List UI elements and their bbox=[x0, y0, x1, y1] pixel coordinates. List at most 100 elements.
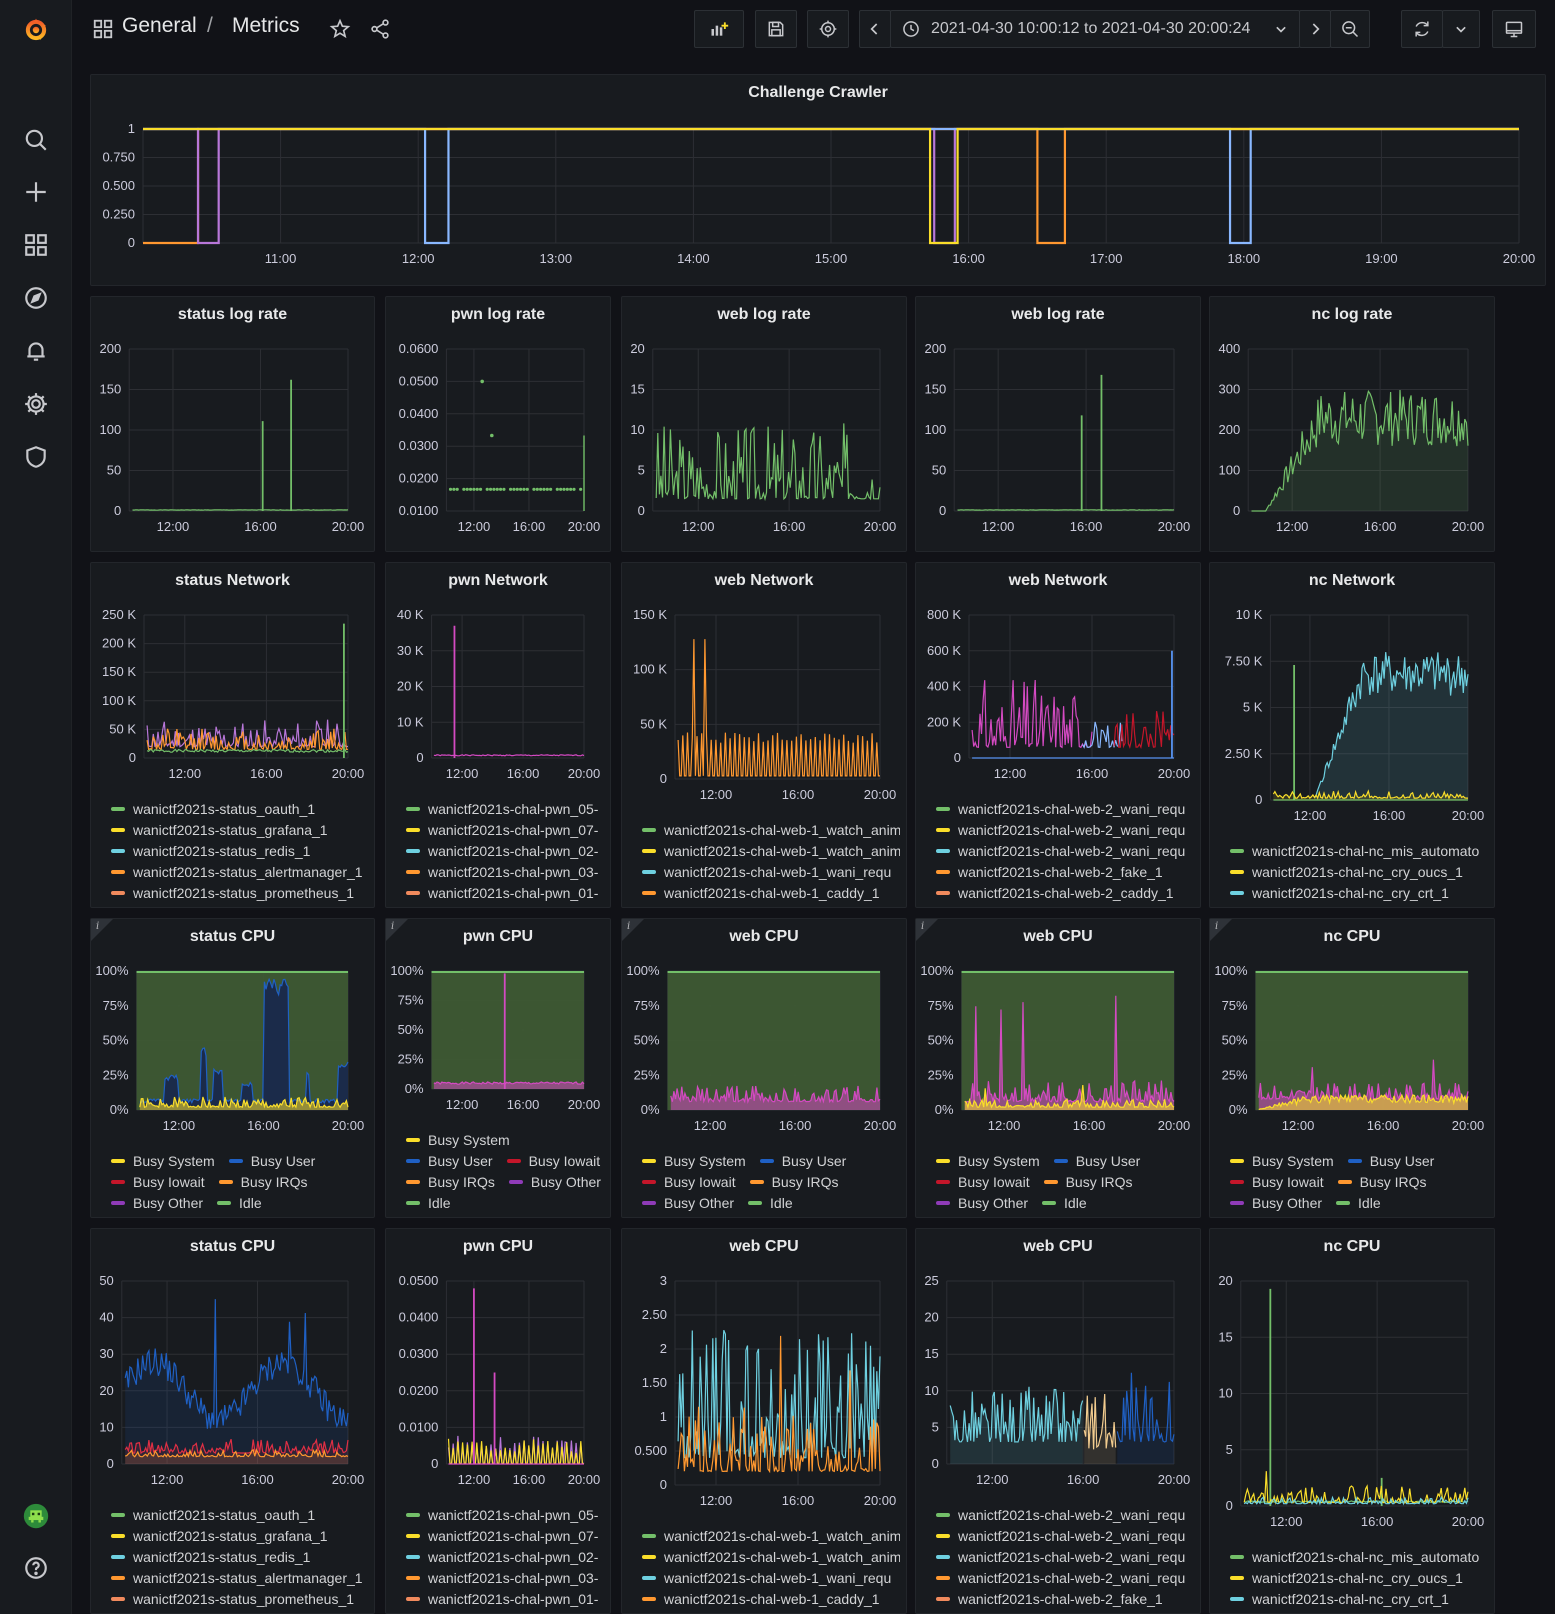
panel-nc-cpu-pct[interactable]: i nc CPU 0% 25% 50% 75% 100% 12:00 16:00 20:00 Bus… bbox=[1209, 918, 1495, 1218]
panel-title[interactable]: status CPU bbox=[189, 928, 276, 945]
refresh-button[interactable] bbox=[1401, 10, 1443, 48]
panel-title[interactable]: web CPU bbox=[729, 928, 799, 945]
legend-item[interactable]: wanictf2021s-chal-pwn_03- bbox=[406, 1567, 604, 1588]
panel-web-network-2[interactable]: web Network 0 200 K 400 K 600 K 800 K 12:00 16:… bbox=[915, 562, 1201, 908]
panel-challenge-crawler[interactable]: Challenge Crawler 0 0.250 0.500 0.750 1 11:00 1… bbox=[90, 74, 1546, 286]
panel-title[interactable]: status log rate bbox=[177, 306, 288, 323]
panel-status-log-rate[interactable]: status log rate 0 50 100 150 200 12:00 16:00 20:… bbox=[90, 296, 375, 552]
legend-item[interactable]: wanictf2021s-chal-pwn_02- bbox=[406, 1546, 604, 1567]
legend-item[interactable]: Busy System bbox=[642, 1153, 746, 1169]
chart-canvas[interactable]: 0 50 100 150 200 12:00 16:00 20:00 bbox=[916, 297, 1202, 553]
legend-item[interactable]: wanictf2021s-status_grafana_1 bbox=[111, 819, 368, 840]
panel-pwn-cpu-abs[interactable]: pwn CPU 0 0.0100 0.0200 0.0300 0.0400 0.0500 12… bbox=[385, 1228, 611, 1614]
panel-web-log-rate-1[interactable]: web log rate 0 5 10 15 20 12:00 16:00 20:00 bbox=[621, 296, 907, 552]
panel-title[interactable]: web Network bbox=[714, 572, 814, 589]
legend-item[interactable]: wanictf2021s-chal-pwn_05- bbox=[406, 1504, 604, 1525]
legend-item[interactable]: wanictf2021s-chal-nc_cry_crt_1 bbox=[1230, 882, 1488, 903]
legend-item[interactable]: wanictf2021s-status_prometheus_1 bbox=[111, 882, 368, 903]
chart-canvas[interactable]: 0 10 20 30 40 50 12:00 16:00 20:00 bbox=[91, 1229, 376, 1506]
legend-item[interactable]: Busy System bbox=[936, 1153, 1040, 1169]
legend-item[interactable]: Busy User bbox=[228, 1153, 315, 1169]
legend-item[interactable]: Idle bbox=[748, 1195, 793, 1211]
chart-canvas[interactable]: 0 5 10 15 20 12:00 16:00 20:00 bbox=[622, 297, 908, 553]
panel-title[interactable]: web CPU bbox=[1023, 928, 1093, 945]
legend-item[interactable]: Busy Other bbox=[642, 1195, 734, 1211]
panel-web-log-rate-2[interactable]: web log rate 0 50 100 150 200 12:00 16:00 20:00 bbox=[915, 296, 1201, 552]
panel-pwn-log-rate[interactable]: pwn log rate 0.0100 0.0200 0.0300 0.0400 0.05… bbox=[385, 296, 611, 552]
legend-item[interactable]: wanictf2021s-chal-pwn_07- bbox=[406, 1525, 604, 1546]
chart-canvas[interactable]: 0% 25% 50% 75% 100% 12:00 16:00 20:00 bbox=[1210, 919, 1496, 1152]
tv-mode-button[interactable] bbox=[1492, 10, 1536, 48]
share-icon[interactable] bbox=[369, 18, 391, 45]
panel-pwn-cpu-pct[interactable]: i pwn CPU 0% 25% 50% 75% 100% 12:00 16:00 20:00 Bu… bbox=[385, 918, 611, 1218]
plus-icon[interactable] bbox=[18, 174, 54, 210]
legend-item[interactable]: wanictf2021s-chal-web-2_wani_requ bbox=[936, 1546, 1194, 1567]
legend-item[interactable]: Busy Other bbox=[111, 1195, 203, 1211]
add-panel-button[interactable] bbox=[694, 10, 744, 48]
panel-title[interactable]: pwn log rate bbox=[450, 306, 546, 323]
legend-item[interactable]: Busy IRQs bbox=[406, 1174, 495, 1190]
chart-canvas[interactable]: 0% 25% 50% 75% 100% 12:00 16:00 20:00 bbox=[386, 919, 612, 1131]
chart-canvas[interactable]: 0 0.0100 0.0200 0.0300 0.0400 0.0500 12:00 16:0… bbox=[386, 1229, 612, 1506]
chart-canvas[interactable]: 0.0100 0.0200 0.0300 0.0400 0.0500 0.0600 12:0… bbox=[386, 297, 612, 553]
chart-canvas[interactable]: 0 2.50 K 5 K 7.50 K 10 K 12:00 16:00 20:00 bbox=[1210, 563, 1496, 842]
panel-title[interactable]: web log rate bbox=[717, 306, 811, 323]
chart-canvas[interactable]: 0 0.500 1 1.50 2 2.50 3 12:00 16:00 20:00 bbox=[622, 1229, 908, 1527]
legend-item[interactable]: wanictf2021s-chal-web-2_wani_requ bbox=[936, 1567, 1194, 1588]
panel-web-cpu-abs-1[interactable]: web CPU 0 0.500 1 1.50 2 2.50 3 12:00 16:00 20:00 w… bbox=[621, 1228, 907, 1614]
panel-title[interactable]: nc CPU bbox=[1323, 1238, 1381, 1255]
chart-canvas[interactable]: 0 200 K 400 K 600 K 800 K 12:00 16:00 20:00 bbox=[916, 563, 1202, 800]
legend-item[interactable]: wanictf2021s-chal-web-1_caddy_1 bbox=[642, 882, 900, 903]
legend-item[interactable]: Busy System bbox=[111, 1153, 215, 1169]
panel-title[interactable]: web CPU bbox=[729, 1238, 799, 1255]
breadcrumb-dashboard[interactable]: Metrics bbox=[232, 14, 300, 37]
chart-canvas[interactable]: 0 5 10 15 20 25 12:00 16:00 20:00 bbox=[916, 1229, 1202, 1506]
panel-nc-log-rate[interactable]: nc log rate 0 100 200 300 400 12:00 16:00 20:00 bbox=[1209, 296, 1495, 552]
panel-title[interactable]: nc CPU bbox=[1323, 928, 1381, 945]
legend-item[interactable]: wanictf2021s-chal-pwn_03- bbox=[406, 861, 604, 882]
legend-item[interactable]: wanictf2021s-status_oauth_1 bbox=[111, 798, 368, 819]
legend-item[interactable]: Busy User bbox=[1053, 1153, 1140, 1169]
legend-item[interactable]: Idle bbox=[217, 1195, 262, 1211]
legend-item[interactable]: wanictf2021s-status_redis_1 bbox=[111, 1546, 368, 1567]
legend-item[interactable]: wanictf2021s-chal-nc_cry_oucs_1 bbox=[1230, 1567, 1488, 1588]
legend-item[interactable]: Busy Iowait bbox=[506, 1153, 600, 1169]
legend-item[interactable]: wanictf2021s-chal-web-2_wani_requ bbox=[936, 819, 1194, 840]
legend-item[interactable]: wanictf2021s-chal-web-2_wani_requ bbox=[936, 840, 1194, 861]
help-icon[interactable] bbox=[18, 1550, 54, 1586]
panel-title[interactable]: nc Network bbox=[1308, 572, 1396, 589]
legend-item[interactable]: Busy System bbox=[406, 1132, 510, 1148]
zoom-out-button[interactable] bbox=[1330, 10, 1370, 48]
time-shift-back-button[interactable] bbox=[859, 10, 891, 48]
panel-info-corner[interactable] bbox=[1210, 919, 1232, 941]
legend-item[interactable]: Busy Iowait bbox=[936, 1174, 1030, 1190]
chart-canvas[interactable]: 0 100 200 300 400 12:00 16:00 20:00 bbox=[1210, 297, 1496, 553]
chart-canvas[interactable]: 0% 25% 50% 75% 100% 12:00 16:00 20:00 bbox=[91, 919, 376, 1152]
chart-canvas[interactable]: 0 50 K 100 K 150 K 12:00 16:00 20:00 bbox=[622, 563, 908, 821]
legend-item[interactable]: wanictf2021s-chal-pwn_01- bbox=[406, 882, 604, 903]
legend-item[interactable]: wanictf2021s-status_prometheus_1 bbox=[111, 1588, 368, 1609]
chart-canvas[interactable]: 0 0.250 0.500 0.750 1 11:00 12:00 13:00 14:00 15:… bbox=[91, 75, 1547, 287]
legend-item[interactable]: wanictf2021s-chal-pwn_05- bbox=[406, 798, 604, 819]
chart-canvas[interactable]: 0% 25% 50% 75% 100% 12:00 16:00 20:00 bbox=[622, 919, 908, 1152]
legend-item[interactable]: wanictf2021s-chal-web-1_watch_anim bbox=[642, 840, 900, 861]
dashboards-icon[interactable] bbox=[18, 227, 54, 263]
chart-canvas[interactable]: 0% 25% 50% 75% 100% 12:00 16:00 20:00 bbox=[916, 919, 1202, 1152]
legend-item[interactable]: wanictf2021s-status_alertmanager_1 bbox=[111, 861, 368, 882]
legend-item[interactable]: Busy IRQs bbox=[218, 1174, 308, 1190]
dashboards-grid-icon[interactable] bbox=[92, 18, 114, 45]
dashboard-settings-button[interactable] bbox=[807, 10, 849, 48]
panel-web-cpu-pct-1[interactable]: i web CPU 0% 25% 50% 75% 100% 12:00 16:00 20:00 Bu… bbox=[621, 918, 907, 1218]
legend-item[interactable]: Busy Other bbox=[1230, 1195, 1322, 1211]
legend-item[interactable]: Busy Iowait bbox=[642, 1174, 736, 1190]
legend-item[interactable]: Busy Other bbox=[508, 1174, 601, 1190]
legend-item[interactable]: Busy User bbox=[406, 1153, 493, 1169]
panel-title[interactable]: status Network bbox=[175, 572, 290, 589]
user-avatar[interactable] bbox=[18, 1498, 54, 1534]
panel-info-corner[interactable] bbox=[386, 919, 408, 941]
legend-item[interactable]: wanictf2021s-chal-web-2_fake_1 bbox=[936, 861, 1194, 882]
panel-title[interactable]: web log rate bbox=[1011, 306, 1105, 323]
legend-item[interactable]: wanictf2021s-status_alertmanager_1 bbox=[111, 1567, 368, 1588]
legend-item[interactable]: Busy User bbox=[759, 1153, 846, 1169]
panel-status-network[interactable]: status Network 0 50 K 100 K 150 K 200 K 250 K 1… bbox=[90, 562, 375, 908]
